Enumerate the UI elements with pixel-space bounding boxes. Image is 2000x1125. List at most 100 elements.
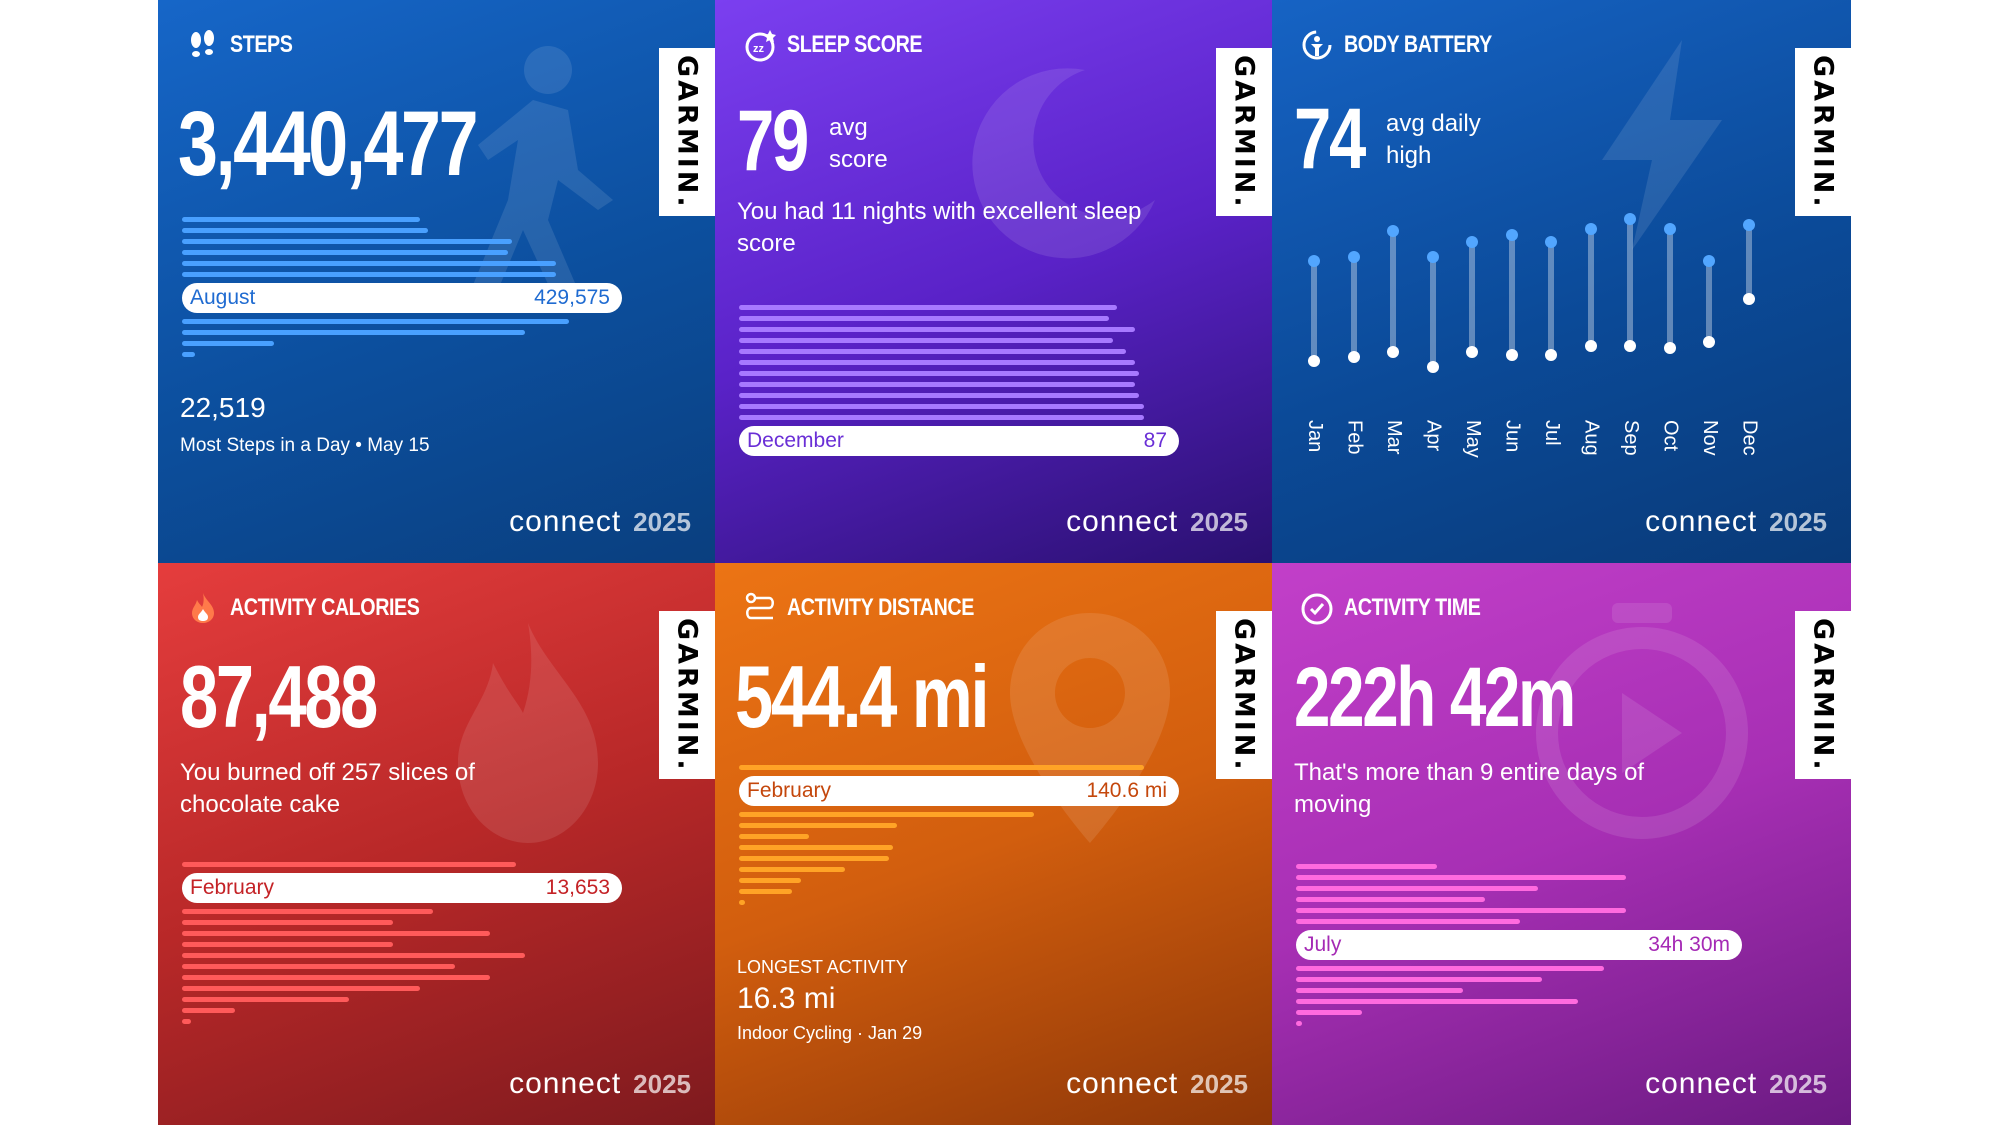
time-highlight-pill: July 34h 30m	[1296, 930, 1742, 960]
distance-highlight-month: February	[747, 779, 832, 802]
calories-month-bar	[182, 997, 350, 1002]
walking-figure-icon	[473, 46, 613, 295]
footer-year: 2025	[633, 507, 691, 537]
steps-card: STEPS 3,440,477 August 429,575 22,519 Mo…	[158, 0, 715, 563]
distance-month-bar	[739, 834, 810, 839]
calories-note: You burned off 257 slices of chocolate c…	[180, 759, 475, 818]
calories-title-row: ACTIVITY CALORIES	[186, 591, 461, 625]
battery-low-point	[1584, 340, 1597, 352]
battery-high-point	[1624, 213, 1636, 226]
battery-range-bar	[1429, 257, 1436, 367]
sleep-month-bar	[739, 305, 1118, 310]
battery-range-bar	[1390, 230, 1396, 352]
steps-month-bar	[182, 352, 196, 357]
longest-activity-label: LONGEST ACTIVITY	[737, 957, 908, 977]
connect-footer: connect 2025	[1066, 1067, 1248, 1101]
battery-title-row: BODY BATTERY	[1300, 28, 1524, 62]
distance-card: ACTIVITY DISTANCE 544.4 mi February 140.…	[715, 563, 1272, 1125]
sleep-title-row: zz SLEEP SCORE	[743, 28, 952, 62]
steps-month-bar	[182, 261, 556, 266]
distance-month-bar	[739, 889, 792, 894]
distance-month-bar	[739, 765, 1144, 770]
sleep-month-bar	[739, 327, 1135, 332]
battery-range-bar	[1469, 242, 1475, 352]
sleep-highlight-month: December	[747, 429, 844, 452]
garmin-logo: GARMIN.	[1795, 611, 1851, 779]
calories-highlight-month: February	[190, 876, 275, 899]
stopwatch-icon	[1301, 593, 1333, 625]
battery-range-bar	[1745, 225, 1752, 299]
sleep-zz-icon: zz	[745, 30, 776, 62]
stopwatch-watermark-icon	[1536, 603, 1748, 839]
distance-highlight-pill: February 140.6 mi	[739, 776, 1179, 806]
battery-range-bar	[1350, 257, 1357, 358]
steps-month-bar	[182, 319, 570, 324]
calories-month-bar	[182, 1008, 235, 1013]
battery-month-label: Jan	[1304, 420, 1326, 453]
time-month-bar	[1296, 1021, 1302, 1026]
longest-activity-caption: Indoor Cycling · Jan 29	[737, 1023, 923, 1043]
body-battery-icon	[1302, 30, 1332, 60]
time-month-bar	[1296, 999, 1578, 1004]
calories-highlight-value: 13,653	[545, 876, 610, 899]
sleep-monthly-bars: December 87	[739, 298, 1179, 458]
time-highlight-month: July	[1304, 933, 1342, 956]
time-month-bar	[1296, 919, 1521, 924]
time-month-bar	[1296, 988, 1464, 993]
moon-icon	[972, 68, 1155, 259]
battery-title: BODY BATTERY	[1344, 31, 1492, 58]
connect-footer: connect 2025	[509, 1067, 691, 1101]
calories-month-bar	[182, 1019, 191, 1024]
steps-month-bar	[182, 272, 556, 277]
calories-monthly-bars: February 13,653	[182, 862, 622, 1043]
lightning-bolt-icon	[1602, 40, 1722, 250]
battery-range-bar	[1548, 242, 1554, 356]
steps-month-bar	[182, 228, 429, 233]
battery-high-point	[1545, 236, 1557, 249]
battery-high-point	[1742, 219, 1755, 232]
footer-year: 2025	[1769, 1069, 1827, 1099]
steps-month-bar	[182, 330, 526, 335]
battery-low-point	[1505, 349, 1518, 362]
distance-month-bar	[739, 878, 801, 883]
activity-time-card: ACTIVITY TIME 222h 42m That's more than …	[1272, 563, 1851, 1125]
connect-logo: connect	[1645, 505, 1758, 538]
distance-highlight-value: 140.6 mi	[1086, 779, 1167, 802]
steps-month-bar	[182, 217, 420, 222]
sleep-card: zz SLEEP SCORE 79 avg score You had 11 n…	[715, 0, 1272, 563]
sleep-highlight-value: 87	[1143, 429, 1167, 452]
footprints-icon	[191, 30, 214, 57]
calories-month-bar	[182, 862, 517, 867]
route-icon	[745, 592, 774, 620]
calories-month-bar	[182, 986, 420, 991]
distance-month-bar	[739, 900, 745, 905]
battery-high-point	[1466, 236, 1478, 249]
time-monthly-bars: July 34h 30m	[1296, 863, 1742, 1043]
battery-range-bar	[1508, 234, 1515, 356]
sleep-score-label-2: score	[829, 146, 888, 173]
time-month-bar	[1296, 1010, 1362, 1015]
sleep-month-bar	[739, 382, 1135, 387]
battery-month-label: Jun	[1501, 420, 1524, 453]
distance-month-bar	[739, 823, 898, 828]
time-month-bar	[1296, 966, 1604, 971]
battery-month-label: Oct	[1659, 420, 1682, 452]
battery-high-point	[1703, 255, 1715, 267]
sleep-month-bar	[739, 393, 1140, 398]
calories-card: ACTIVITY CALORIES 87,488 You burned off …	[158, 563, 715, 1125]
battery-low-point	[1466, 345, 1478, 358]
battery-month-label: Nov	[1699, 420, 1721, 456]
body-battery-card: BODY BATTERY 74 avg daily high Jan Feb Mar…	[1272, 0, 1851, 563]
steps-highlight-month: August	[190, 286, 256, 309]
steps-month-bar	[182, 239, 512, 244]
calories-highlight-pill: February 13,653	[182, 873, 622, 903]
distance-month-bar	[739, 867, 845, 872]
footer-year: 2025	[633, 1069, 691, 1099]
battery-low-point	[1624, 340, 1636, 352]
sleep-month-bar	[739, 316, 1109, 321]
flame-watermark-icon	[458, 623, 598, 843]
battery-low-point	[1703, 336, 1715, 349]
battery-month-label: Feb	[1343, 420, 1366, 455]
footer-year: 2025	[1190, 507, 1248, 537]
calories-total: 87,488	[180, 647, 378, 746]
